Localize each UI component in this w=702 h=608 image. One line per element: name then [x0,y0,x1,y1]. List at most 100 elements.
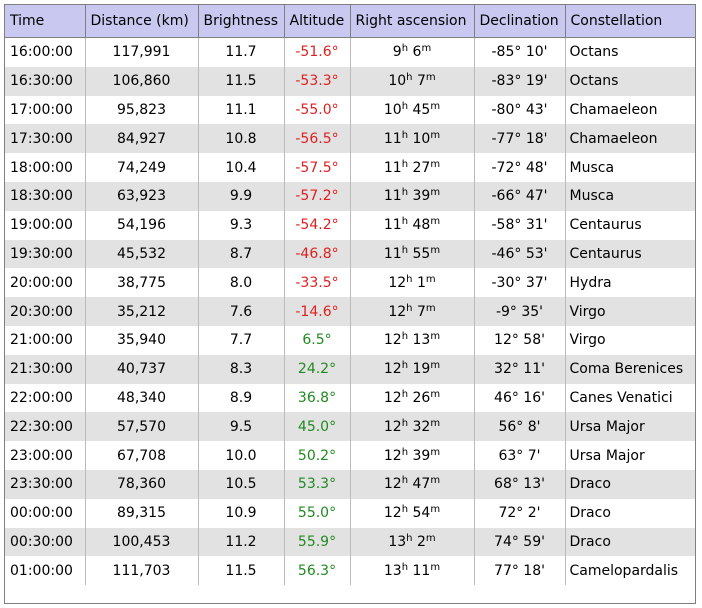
cell-right-ascension: 12h 13m [350,325,475,355]
cell-constellation: Musca [565,181,695,211]
ra-minutes-unit: m [421,43,432,55]
ra-hours-unit: h [401,100,409,112]
cell-brightness: 10.9 [198,498,285,528]
ra-hours: 9 [392,44,402,61]
cell-brightness: 8.3 [198,354,285,384]
cell-altitude: 55.0° [284,498,351,528]
cell-right-ascension: 10h 45m [350,95,475,125]
cell-declination: -30° 37' [474,268,566,298]
ra-hours-unit: h [401,244,409,256]
cell-time: 23:30:00 [5,469,86,499]
cell-brightness: 8.0 [198,268,285,298]
cell-right-ascension: 12h 39m [350,441,475,470]
cell-altitude: -46.8° [284,239,351,269]
ra-hours-unit: h [401,360,409,372]
ra-minutes-unit: m [430,360,441,372]
cell-distance: 67,708 [85,441,199,470]
ra-minutes-unit: m [430,100,441,112]
header-distance: Distance (km) [85,5,199,38]
cell-brightness: 8.9 [198,383,285,413]
ra-hours: 13 [383,562,402,579]
cell-time: 18:30:00 [5,181,86,211]
ra-hours-unit: h [406,532,413,544]
cell-brightness: 11.5 [198,66,285,96]
table-row: 23:30:00 78,360 10.5 53.3° 12h 47m 68° 1… [5,469,695,499]
ra-minutes: 45 [412,101,431,118]
ra-hours-unit: h [401,561,409,573]
cell-distance: 45,532 [85,239,199,269]
cell-right-ascension: 11h 27m [350,153,475,182]
cell-time: 17:30:00 [5,124,86,154]
ra-minutes: 1 [416,274,426,291]
cell-altitude: 56.3° [284,556,351,586]
table-row: 00:00:00 89,315 10.9 55.0° 12h 54m 72° 2… [5,498,695,528]
ra-hours-unit: h [401,158,409,170]
cell-distance: 74,249 [85,153,199,182]
cell-declination: -83° 19' [474,66,566,96]
cell-time: 18:00:00 [5,153,86,182]
ra-minutes-unit: m [430,561,441,573]
ra-hours: 10 [383,101,402,118]
ra-hours: 11 [383,159,402,176]
cell-declination: -46° 53' [474,239,566,269]
ra-minutes-unit: m [430,475,441,487]
cell-altitude: -14.6° [284,297,351,326]
ra-hours: 11 [383,245,402,262]
ra-minutes-unit: m [425,302,436,314]
cell-declination: -72° 48' [474,153,566,182]
table-row: 19:00:00 54,196 9.3 -54.2° 11h 48m -58° … [5,210,695,240]
ra-hours-unit: h [401,129,409,141]
ra-minutes: 11 [412,562,431,579]
ra-minutes: 7 [416,73,426,90]
cell-declination: 77° 18' [474,556,566,586]
ra-hours: 11 [383,130,402,147]
ra-minutes-unit: m [430,244,441,256]
cell-right-ascension: 13h 11m [350,556,475,586]
cell-distance: 106,860 [85,66,199,96]
cell-constellation: Camelopardalis [565,556,695,586]
ra-minutes: 47 [412,476,431,493]
cell-altitude: -57.2° [284,181,351,211]
cell-brightness: 10.8 [198,124,285,154]
table-row: 19:30:00 45,532 8.7 -46.8° 11h 55m -46° … [5,239,695,269]
cell-declination: -66° 47' [474,181,566,211]
header-altitude: Altitude [284,5,351,38]
cell-brightness: 11.1 [198,95,285,125]
cell-constellation: Chamaeleon [565,95,695,125]
cell-distance: 40,737 [85,354,199,384]
cell-right-ascension: 13h 2m [350,527,475,557]
ra-hours-unit: h [401,216,409,228]
cell-constellation: Virgo [565,325,695,355]
cell-time: 20:00:00 [5,268,86,298]
cell-constellation: Centaurus [565,210,695,240]
cell-altitude: -51.6° [284,37,351,67]
ra-minutes-unit: m [425,72,436,84]
cell-right-ascension: 12h 26m [350,383,475,413]
ra-minutes: 39 [412,188,431,205]
cell-altitude: -33.5° [284,268,351,298]
ra-minutes-unit: m [430,187,441,199]
cell-declination: 46° 16' [474,383,566,413]
cell-brightness: 10.0 [198,441,285,470]
table-row: 17:00:00 95,823 11.1 -55.0° 10h 45m -80°… [5,95,695,125]
header-declination: Declination [474,5,566,38]
cell-right-ascension: 10h 7m [350,66,475,96]
ra-hours-unit: h [406,72,413,84]
cell-brightness: 9.5 [198,412,285,442]
ra-minutes: 19 [412,361,431,378]
cell-distance: 89,315 [85,498,199,528]
ra-hours: 11 [383,217,402,234]
cell-distance: 38,775 [85,268,199,298]
ra-minutes-unit: m [430,417,441,429]
cell-right-ascension: 11h 39m [350,181,475,211]
cell-constellation: Virgo [565,297,695,326]
ra-hours: 12 [383,418,402,435]
ra-hours-unit: h [401,446,409,458]
ra-hours: 12 [388,303,407,320]
cell-declination: -80° 43' [474,95,566,125]
cell-brightness: 8.7 [198,239,285,269]
cell-distance: 111,703 [85,556,199,586]
table-row: 20:30:00 35,212 7.6 -14.6° 12h 7m -9° 35… [5,297,695,326]
ra-minutes: 13 [412,332,431,349]
cell-declination: 32° 11' [474,354,566,384]
